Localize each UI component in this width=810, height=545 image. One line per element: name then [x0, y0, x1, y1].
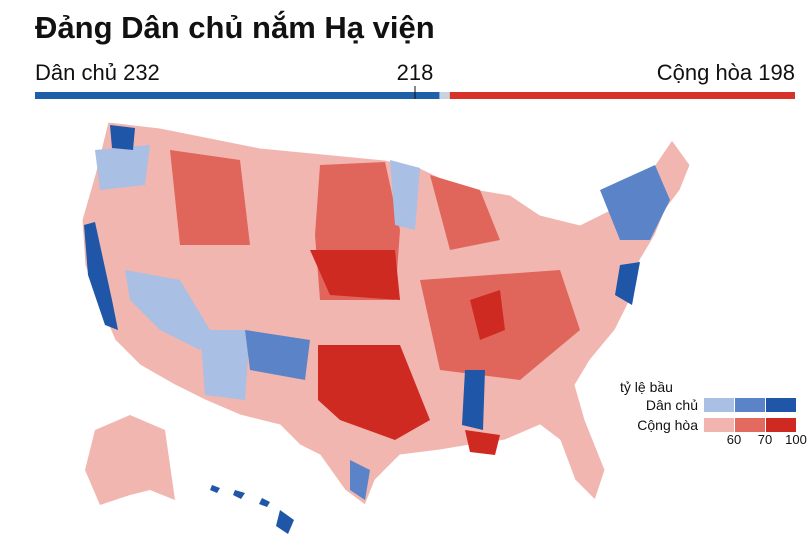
region-blue [350, 460, 370, 500]
legend-tick-label: 100 [785, 432, 807, 447]
legend-swatch [704, 418, 734, 432]
region-red [430, 175, 500, 250]
region-red [465, 430, 500, 455]
region-darkred [318, 345, 430, 440]
region-blue [462, 370, 485, 430]
legend-swatch [766, 398, 796, 412]
title: Đảng Dân chủ nắm Hạ viện [35, 9, 435, 45]
majority-label: 218 [397, 60, 434, 85]
party-name: Dân chủ [35, 60, 117, 85]
legend-swatch [735, 398, 765, 412]
region-blue [84, 222, 118, 330]
party-label: Dân chủ 232 [35, 60, 160, 85]
seat-bar [449, 92, 795, 99]
map [81, 121, 691, 534]
region-darkred [310, 250, 400, 300]
region-blue [600, 165, 670, 240]
legend-tick-label: 70 [758, 432, 772, 447]
party-label: Cộng hòa 198 [657, 60, 795, 85]
legend-row-label: Cộng hòa [637, 417, 698, 433]
hawaii [210, 485, 294, 534]
legend-title: tỷ lệ bầu [620, 379, 673, 395]
legend-swatch [735, 418, 765, 432]
party-name: Cộng hòa [657, 60, 753, 85]
seat-count: 198 [758, 60, 795, 85]
seat-count: 232 [123, 60, 160, 85]
region-darkred [470, 290, 505, 340]
region-red [170, 150, 250, 245]
legend-swatch [704, 398, 734, 412]
region-blue [200, 330, 250, 400]
region-blue [390, 160, 420, 230]
legend-tick-label: 60 [727, 432, 741, 447]
region-blue [110, 125, 135, 150]
region-blue [615, 262, 640, 305]
legend-swatch [766, 418, 796, 432]
region-blue [245, 330, 310, 380]
alaska [85, 415, 175, 505]
legend-row-label: Dân chủ [646, 397, 698, 413]
region-blue [125, 270, 210, 350]
region-blue [95, 145, 150, 190]
seat-bar [35, 92, 440, 99]
